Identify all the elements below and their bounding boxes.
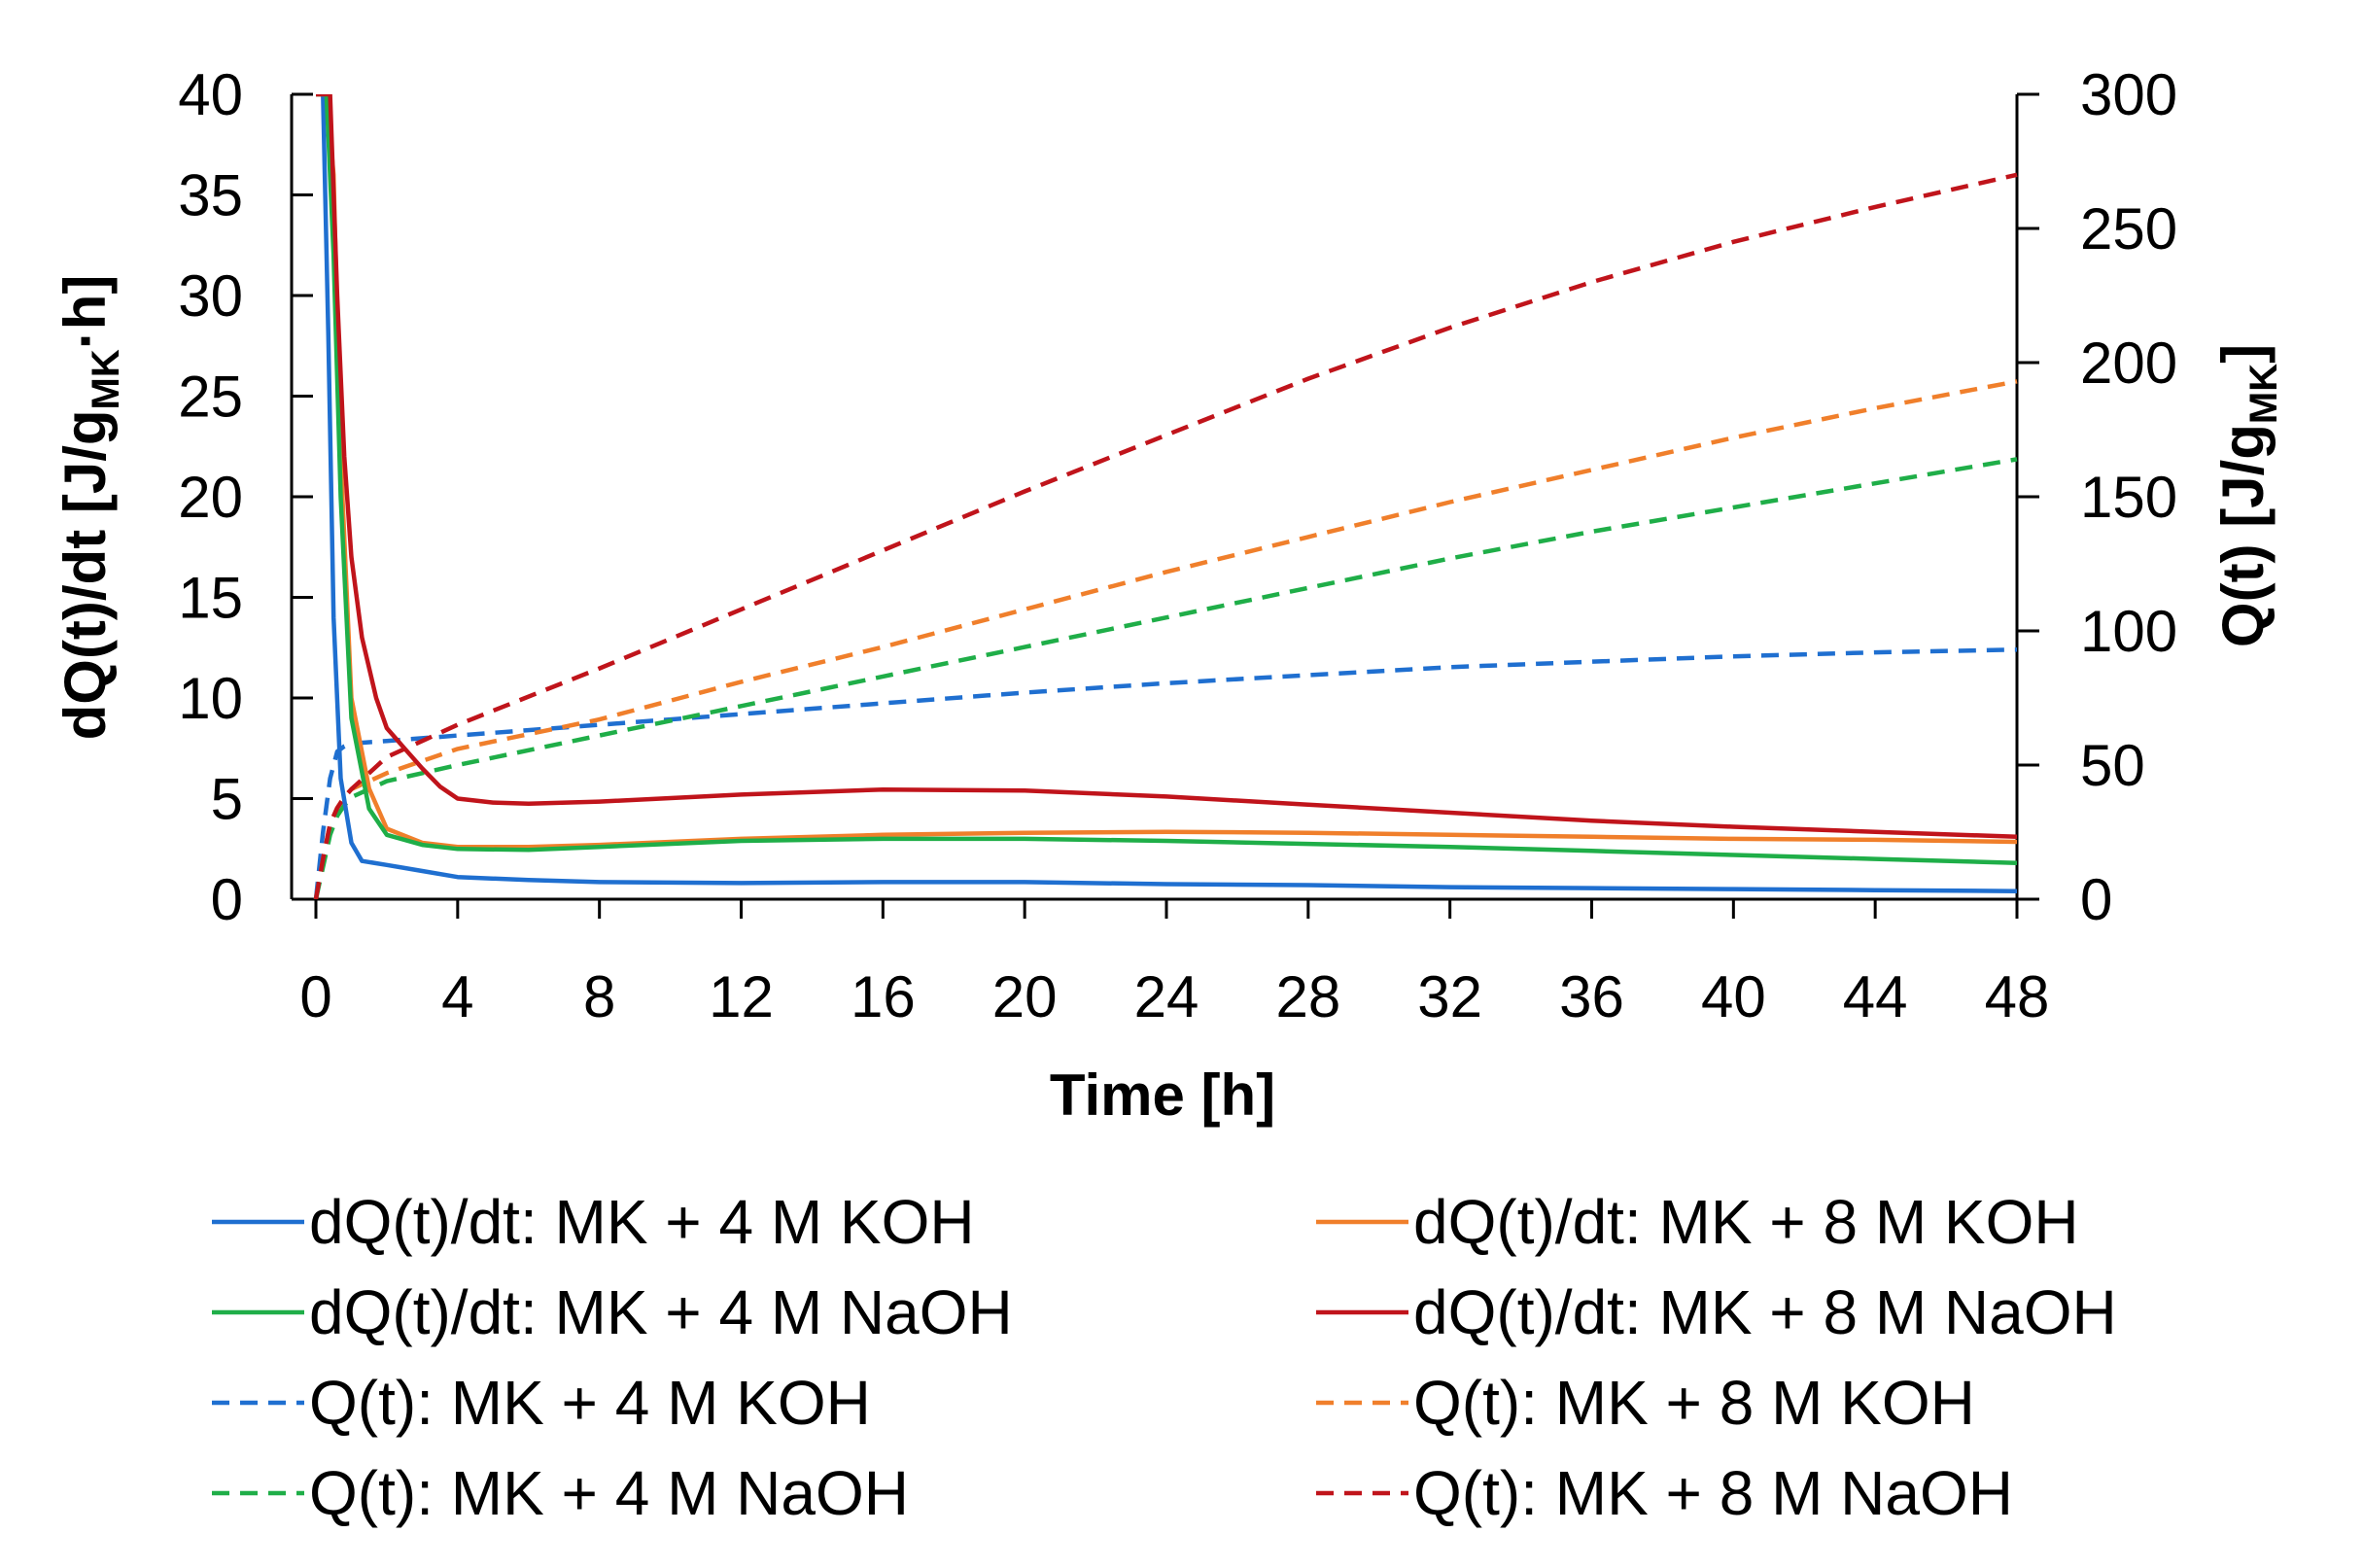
- left-y-tick-label: 20: [178, 465, 243, 530]
- legend-label: Q(t): MK + 8 M NaOH: [1413, 1458, 2013, 1528]
- x-tick-label: 36: [1559, 964, 1624, 1029]
- left-y-tick-label: 25: [178, 365, 243, 430]
- x-tick-label: 16: [851, 964, 916, 1029]
- left-y-tick-label: 15: [178, 566, 243, 631]
- legend-label: Q(t): MK + 8 M KOH: [1413, 1368, 1975, 1438]
- svg-text:dQ(t)/dt [J/gMK·h]: dQ(t)/dt [J/gMK·h]: [52, 275, 127, 741]
- legend-label: Q(t): MK + 4 M KOH: [309, 1368, 871, 1438]
- legend-label: dQ(t)/dt: MK + 8 M KOH: [1413, 1187, 2079, 1257]
- x-tick-label: 48: [1985, 964, 2050, 1029]
- left-y-tick-label: 10: [178, 666, 243, 731]
- legend-label: dQ(t)/dt: MK + 8 M NaOH: [1413, 1277, 2117, 1347]
- x-tick-label: 8: [583, 964, 615, 1029]
- x-tick-label: 20: [992, 964, 1058, 1029]
- right-axis-title-main: Q(t) [J/g: [2210, 424, 2276, 647]
- x-tick-label: 32: [1417, 964, 1482, 1029]
- left-y-tick-label: 35: [178, 163, 243, 228]
- series-line-dq-t-dt-mk-4-m-koh: [316, 94, 2018, 893]
- series-line-q-t-mk-4-m-naoh: [313, 457, 2018, 899]
- left-axis-title-main: dQ(t)/dt [J/g: [52, 409, 118, 740]
- legend: dQ(t)/dt: MK + 4 M KOH dQ(t)/dt: MK + 8 M…: [212, 1187, 2117, 1528]
- series-line-q-t-mk-8-m-koh: [313, 379, 2018, 899]
- x-tick-label: 28: [1275, 964, 1340, 1029]
- axes-layer: [290, 92, 2039, 919]
- right-axis-title: Q(t) [J/gMK]: [2210, 344, 2285, 647]
- right-y-tick-label: 250: [2080, 196, 2177, 261]
- x-tick-label: 0: [299, 964, 331, 1029]
- right-y-tick-label: 150: [2080, 465, 2177, 530]
- legend-label: Q(t): MK + 4 M NaOH: [309, 1458, 909, 1528]
- x-axis-title: Time [h]: [1050, 1063, 1275, 1128]
- x-tick-label: 24: [1134, 964, 1199, 1029]
- x-tick-label: 12: [709, 964, 774, 1029]
- right-y-tick-label: 100: [2080, 599, 2177, 664]
- svg-text:Q(t) [J/gMK]: Q(t) [J/gMK]: [2210, 344, 2285, 647]
- x-tick-label: 40: [1701, 964, 1766, 1029]
- series-line-dq-t-dt-mk-8-m-koh: [316, 94, 2018, 850]
- right-y-tick-label: 0: [2080, 867, 2112, 932]
- left-y-tick-label: 30: [178, 263, 243, 329]
- series-line-q-t-mk-4-m-koh: [313, 647, 2018, 899]
- left-y-tick-label: 5: [211, 767, 243, 832]
- right-y-tick-label: 50: [2080, 733, 2145, 798]
- right-y-tick-label: 200: [2080, 331, 2177, 396]
- series-layer: [313, 94, 2018, 899]
- legend-label: dQ(t)/dt: MK + 4 M KOH: [309, 1187, 975, 1257]
- left-y-tick-label: 0: [211, 867, 243, 932]
- x-tick-label: 44: [1843, 964, 1908, 1029]
- series-line-dq-t-dt-mk-4-m-naoh: [316, 94, 2018, 865]
- series-line-dq-t-dt-mk-8-m-naoh: [316, 94, 2018, 840]
- left-axis-title: dQ(t)/dt [J/gMK·h]: [52, 275, 127, 741]
- left-axis-title-sub: MK: [85, 349, 127, 409]
- legend-label: dQ(t)/dt: MK + 4 M NaOH: [309, 1277, 1013, 1347]
- right-axis-title-sub: MK: [2242, 364, 2285, 424]
- x-tick-label: 4: [441, 964, 473, 1029]
- right-axis-title-suffix: ]: [2210, 344, 2276, 364]
- right-y-tick-label: 300: [2080, 62, 2177, 127]
- left-y-tick-label: 40: [178, 62, 243, 127]
- series-line-q-t-mk-8-m-naoh: [313, 172, 2018, 899]
- left-axis-title-suffix: ·h]: [52, 275, 118, 350]
